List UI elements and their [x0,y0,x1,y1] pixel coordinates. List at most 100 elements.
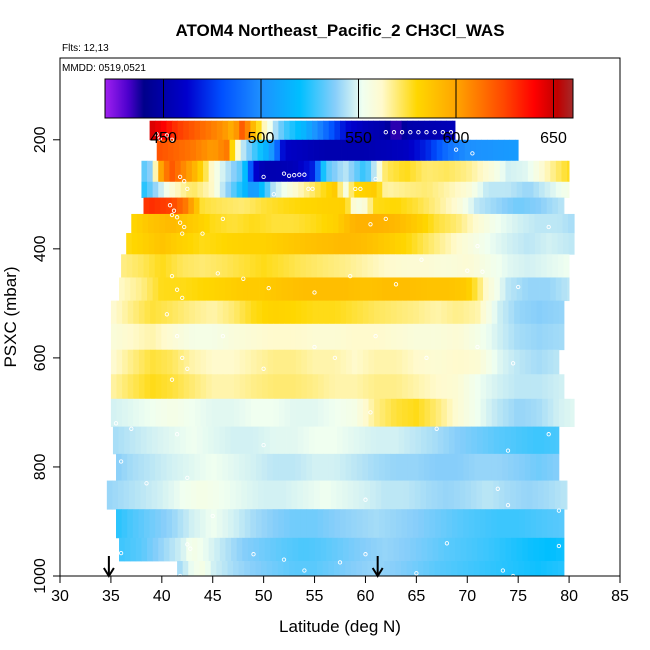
heatmap-cell [385,349,392,375]
heatmap-cell [160,197,167,215]
heatmap-cell [568,233,575,255]
heatmap-cell [368,120,374,141]
heatmap-cell [118,426,125,455]
heatmap-cell [116,398,123,427]
heatmap-cell [441,323,448,351]
heatmap-cell [435,374,442,400]
heatmap-cell [292,181,299,198]
heatmap-cell [186,181,193,198]
heatmap-cell [538,426,545,455]
heatmap-cell [132,509,139,539]
sample-point [177,174,183,180]
heatmap-cell [141,277,148,302]
heatmap-cell [274,480,281,510]
heatmap-cell [138,349,145,375]
sample-point [363,497,368,502]
heatmap-cell [387,277,394,302]
sample-point [332,355,338,361]
heatmap-cell [449,537,456,562]
colorbar-tick-label: 500 [248,130,275,147]
heatmap-cell [212,139,219,162]
heatmap-cell [448,426,455,455]
sample-point [419,257,424,262]
heatmap-cell [344,233,351,255]
heatmap-cell [148,213,155,234]
heatmap-cell [318,349,325,375]
heatmap-cell [311,561,318,576]
heatmap-cell [346,398,353,427]
heatmap-cell [284,323,291,351]
heatmap-cell [242,537,249,562]
heatmap-cell [421,277,428,302]
heatmap-cell [219,426,226,455]
heatmap-cell [335,139,342,162]
heatmap-cell [272,254,279,278]
heatmap-cell [502,398,509,427]
sample-point [302,568,307,573]
heatmap-cell [468,254,475,278]
heatmap-cell [301,349,308,375]
heatmap-cell [284,509,290,539]
heatmap-cell [294,197,301,215]
heatmap-cell [536,398,543,427]
heatmap-cell [277,254,284,278]
heatmap-cell [245,398,252,427]
heatmap-cell [288,213,295,234]
heatmap-cell [162,480,169,510]
heatmap-cell [379,453,386,481]
heatmap-cell [127,453,134,481]
heatmap-cell [348,181,355,198]
heatmap-cell [284,398,291,427]
heatmap-cell [552,561,559,576]
heatmap-cell [379,349,386,375]
heatmap-cell [361,561,368,576]
heatmap-cell [187,213,194,234]
heatmap-cell [283,254,290,278]
heatmap-cell [336,426,343,455]
heatmap-cell [541,561,548,576]
heatmap-cell [512,233,519,255]
heatmap-cell [483,160,490,183]
heatmap-cell [346,300,353,325]
heatmap-cell [536,300,543,325]
heatmap-cell [353,426,360,455]
heatmap-cell [375,480,382,510]
heatmap-cell [273,398,280,427]
heatmap-cell [446,349,453,375]
heatmap-cell [547,300,554,325]
heatmap-cell [127,300,134,325]
heatmap-cell [112,480,119,510]
heatmap-cell [473,561,480,576]
heatmap-cell [338,233,345,255]
heatmap-cell [413,398,420,427]
heatmap-cell [443,160,450,183]
heatmap-cell [396,398,403,427]
heatmap-cell [524,197,531,215]
heatmap-cell [354,181,361,198]
heatmap-cell [360,213,367,234]
heatmap-cell [518,233,525,255]
heatmap-cell [214,181,221,198]
heatmap-cell [300,509,307,539]
heatmap-cell [155,120,162,141]
heatmap-cell [431,480,438,510]
heatmap-cell [404,181,411,198]
heatmap-cell [345,453,352,481]
heatmap-cell [525,323,532,351]
heatmap-cell [443,426,450,455]
heatmap-cell [521,426,528,455]
heatmap-cell [438,537,445,562]
sample-point [510,361,516,366]
heatmap-cell [172,374,179,400]
heatmap-cell [371,181,378,198]
heatmap-cell [271,233,278,255]
heatmap-cell [536,374,543,400]
heatmap-cell [190,480,197,510]
heatmap-cell [270,160,277,183]
heatmap-cell [323,120,330,141]
heatmap-cell [451,561,458,576]
heatmap-cell [333,561,340,576]
sample-point [200,231,205,236]
heatmap-cell [127,323,134,351]
heatmap-cell [303,426,310,455]
